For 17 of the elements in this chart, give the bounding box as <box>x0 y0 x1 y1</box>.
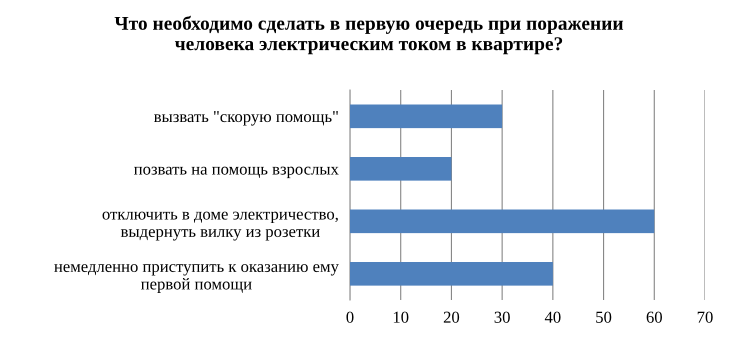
x-tick-label: 10 <box>394 312 408 323</box>
bar <box>350 156 452 181</box>
y-tick-label: отключить в доме электричество, выдернуть вилку из розетки <box>102 212 338 241</box>
x-tick-label: 20 <box>444 312 460 323</box>
y-tick-label: вызвать "скорую помощь" <box>154 111 338 126</box>
y-tick-label: позвать на помощь взрослых <box>134 166 339 178</box>
chart-title: Что необходимо сделать в первую очередь при поражении человека электрическим током в квартире? <box>114 16 624 54</box>
x-tick-label: 40 <box>544 312 561 323</box>
x-tick-label: 50 <box>596 312 612 323</box>
x-tick-label: 30 <box>494 312 510 323</box>
x-tick-label: 0 <box>346 312 354 323</box>
bar <box>350 104 502 128</box>
x-tick-label: 60 <box>646 312 662 323</box>
bar <box>350 262 553 286</box>
x-tick-label: 70 <box>698 312 713 323</box>
y-tick-label: немедленно приступить к оказанию ему первой помощи <box>54 264 339 293</box>
bar <box>350 209 654 234</box>
